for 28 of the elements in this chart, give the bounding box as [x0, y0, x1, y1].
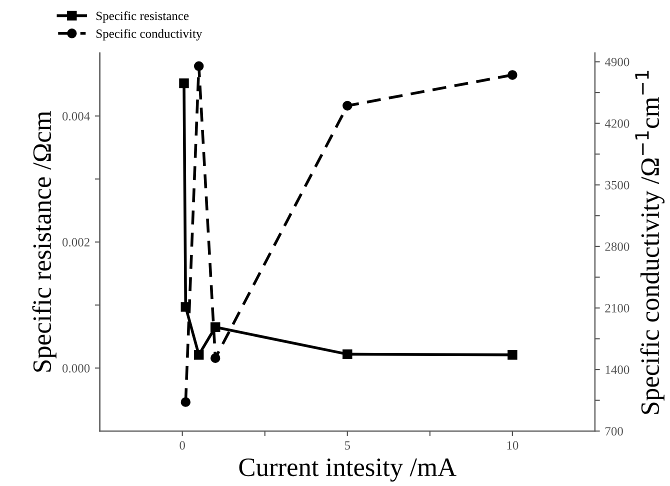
x-axis-title: Current intesity /mA — [239, 458, 456, 482]
y2-tick-label: 4900 — [604, 58, 630, 66]
point — [194, 61, 204, 72]
legend-label: Specific conductivity — [96, 28, 202, 40]
point — [210, 322, 220, 332]
point — [508, 350, 518, 360]
legend-label: Specific resistance — [96, 11, 189, 23]
y-tick-label: 0.004 — [62, 112, 90, 121]
point — [342, 349, 352, 360]
point — [210, 353, 220, 363]
y2-tick-label: 700 — [606, 427, 623, 436]
y2-tick-label: 2100 — [605, 304, 630, 312]
y2-tick-label: 2800 — [605, 242, 630, 251]
x-tick-label: 0 — [180, 441, 185, 450]
point — [342, 100, 352, 111]
y2-tick-label: 3500 — [605, 180, 630, 190]
point — [180, 397, 191, 407]
x-tick-label: 5 — [344, 441, 350, 450]
point — [508, 70, 518, 80]
y-tick-label: 0.000 — [62, 364, 90, 373]
y2-tick-label: 1400 — [606, 366, 630, 374]
x-tick-label: 10 — [507, 441, 518, 450]
point — [194, 350, 204, 360]
y-tick-label: 0.002 — [62, 238, 90, 247]
y2-axis-title: Specific conductivity /Ω$^{−1}$cm$^{−1}$ — [635, 70, 664, 414]
y2-tick-label: 4200 — [604, 119, 630, 128]
y-axis-title: Specific resistance /Ωcm — [32, 111, 56, 372]
point — [179, 78, 189, 88]
